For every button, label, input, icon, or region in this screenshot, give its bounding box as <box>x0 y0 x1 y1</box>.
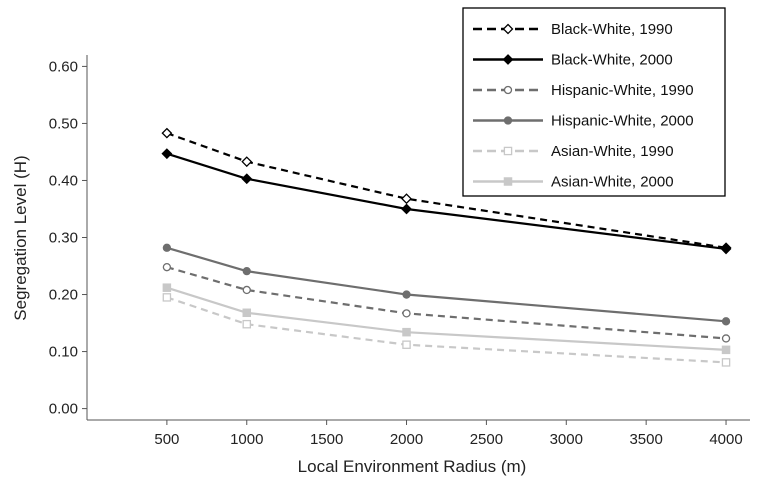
data-point-circle <box>503 85 513 95</box>
y-tick-label: 0.30 <box>49 230 78 247</box>
series-line <box>166 132 727 249</box>
x-tick-label: 3000 <box>550 431 583 448</box>
data-point-diamond <box>502 54 514 65</box>
y-axis-title: Segregation Level (H) <box>11 155 30 320</box>
data-point-circle <box>242 266 251 276</box>
y-tick-label: 0.10 <box>49 344 78 361</box>
data-point-circle <box>721 317 731 326</box>
x-tick-label: 1500 <box>310 431 343 448</box>
series-black-white-2000 <box>161 148 732 255</box>
legend-label: Asian-White, 1990 <box>551 143 674 160</box>
x-tick-label: 4000 <box>709 431 742 448</box>
series-line <box>166 152 727 250</box>
data-point-square <box>721 358 731 367</box>
series-hispanic-white-1990 <box>162 262 731 343</box>
data-point-diamond <box>241 156 253 168</box>
series-asian-white-2000 <box>162 283 731 355</box>
data-point-diamond <box>401 203 412 215</box>
data-point-diamond <box>502 23 514 35</box>
legend-label: Asian-White, 2000 <box>551 174 674 191</box>
data-point-square <box>402 340 411 349</box>
legend-item: Black-White, 1990 <box>473 21 673 38</box>
x-tick-label: 2000 <box>390 431 423 448</box>
legend-label: Black-White, 2000 <box>551 52 673 69</box>
data-point-square <box>162 293 172 302</box>
axes: 0.00 0.10 0.20 0.30 0.40 0.50 0.60 500 1000 1500 2… <box>49 55 750 448</box>
data-point-square <box>242 319 252 329</box>
data-point-square <box>242 308 252 318</box>
series-hispanic-white-2000 <box>162 243 731 326</box>
series-line <box>166 246 727 323</box>
legend-item: Asian-White, 2000 <box>473 174 674 191</box>
x-tick-label: 2500 <box>470 431 503 448</box>
y-tick-label: 0.60 <box>49 58 78 75</box>
x-tick-label: 1000 <box>230 431 263 448</box>
data-point-circle <box>242 285 251 295</box>
legend-item: Hispanic-White, 1990 <box>473 82 694 99</box>
data-point-circle <box>162 243 172 252</box>
data-point-circle <box>402 290 411 299</box>
legend-item: Asian-White, 1990 <box>473 143 674 160</box>
series-line <box>166 286 727 351</box>
data-point-square <box>162 283 172 292</box>
data-point-square <box>402 327 411 337</box>
series-asian-white-1990 <box>162 293 731 367</box>
series-line <box>166 296 727 364</box>
data-point-square <box>503 146 513 156</box>
data-point-diamond <box>161 148 173 160</box>
x-tick-label: 3500 <box>629 431 662 448</box>
series-line <box>166 266 727 340</box>
series-group <box>161 127 732 367</box>
legend-label: Hispanic-White, 1990 <box>551 82 694 99</box>
x-tick-label: 500 <box>154 431 179 448</box>
legend-box <box>462 7 726 197</box>
data-point-diamond <box>161 127 173 139</box>
y-tick-label: 0.40 <box>49 172 78 189</box>
data-point-circle <box>402 309 411 318</box>
data-point-square <box>503 177 513 186</box>
data-point-circle <box>162 262 172 272</box>
data-point-circle <box>503 116 513 125</box>
y-tick-label: 0.20 <box>49 287 78 304</box>
data-point-diamond <box>720 243 732 255</box>
data-point-square <box>721 345 731 355</box>
y-tick-label: 0.50 <box>49 115 78 132</box>
legend-label: Black-White, 1990 <box>551 21 673 38</box>
legend-item: Hispanic-White, 2000 <box>473 113 694 130</box>
legend: Black-White, 1990 Black-White, 2000 Hispan… <box>462 7 726 197</box>
legend-item: Black-White, 2000 <box>473 52 673 69</box>
x-axis-title: Local Environment Radius (m) <box>298 457 527 476</box>
data-point-diamond <box>401 193 412 205</box>
y-tick-label: 0.00 <box>49 401 78 418</box>
legend-label: Hispanic-White, 2000 <box>551 113 694 130</box>
data-point-circle <box>721 334 731 343</box>
data-point-diamond <box>241 173 253 185</box>
